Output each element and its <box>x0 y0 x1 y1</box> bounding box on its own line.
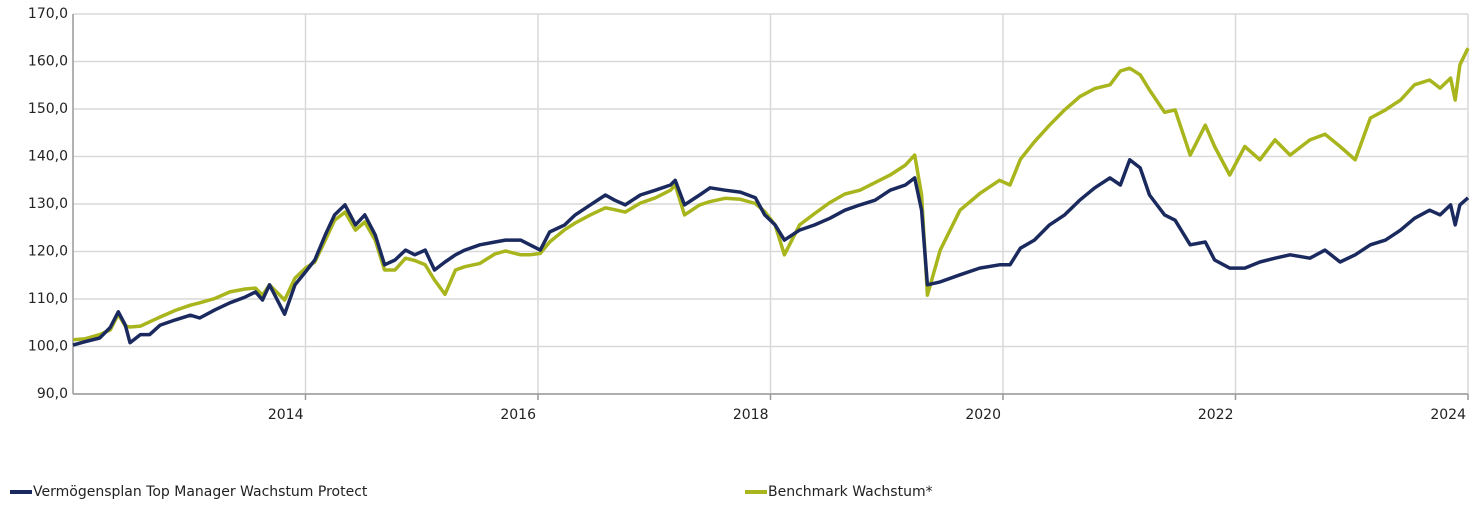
legend-label: Benchmark Wachstum* <box>768 484 933 500</box>
y-tick-label: 120,0 <box>28 244 68 260</box>
series-line <box>72 47 1470 342</box>
x-tick-label: 2024 <box>1430 407 1466 423</box>
y-tick-label: 130,0 <box>28 196 68 212</box>
y-tick-label: 110,0 <box>28 291 68 307</box>
y-tick-label: 170,0 <box>28 6 68 22</box>
legend-label: Vermögensplan Top Manager Wachstum Prote… <box>33 484 368 500</box>
y-tick-label: 140,0 <box>28 149 68 165</box>
y-tick-label: 90,0 <box>37 386 68 402</box>
x-tick-label: 2018 <box>733 407 769 423</box>
y-tick-label: 150,0 <box>28 101 68 117</box>
x-tick-label: 2020 <box>965 407 1001 423</box>
x-tick-label: 2014 <box>268 407 304 423</box>
series-line <box>72 158 1470 347</box>
x-tick-label: 2022 <box>1198 407 1234 423</box>
y-tick-label: 160,0 <box>28 54 68 70</box>
x-tick-label: 2016 <box>500 407 536 423</box>
y-tick-label: 100,0 <box>28 339 68 355</box>
